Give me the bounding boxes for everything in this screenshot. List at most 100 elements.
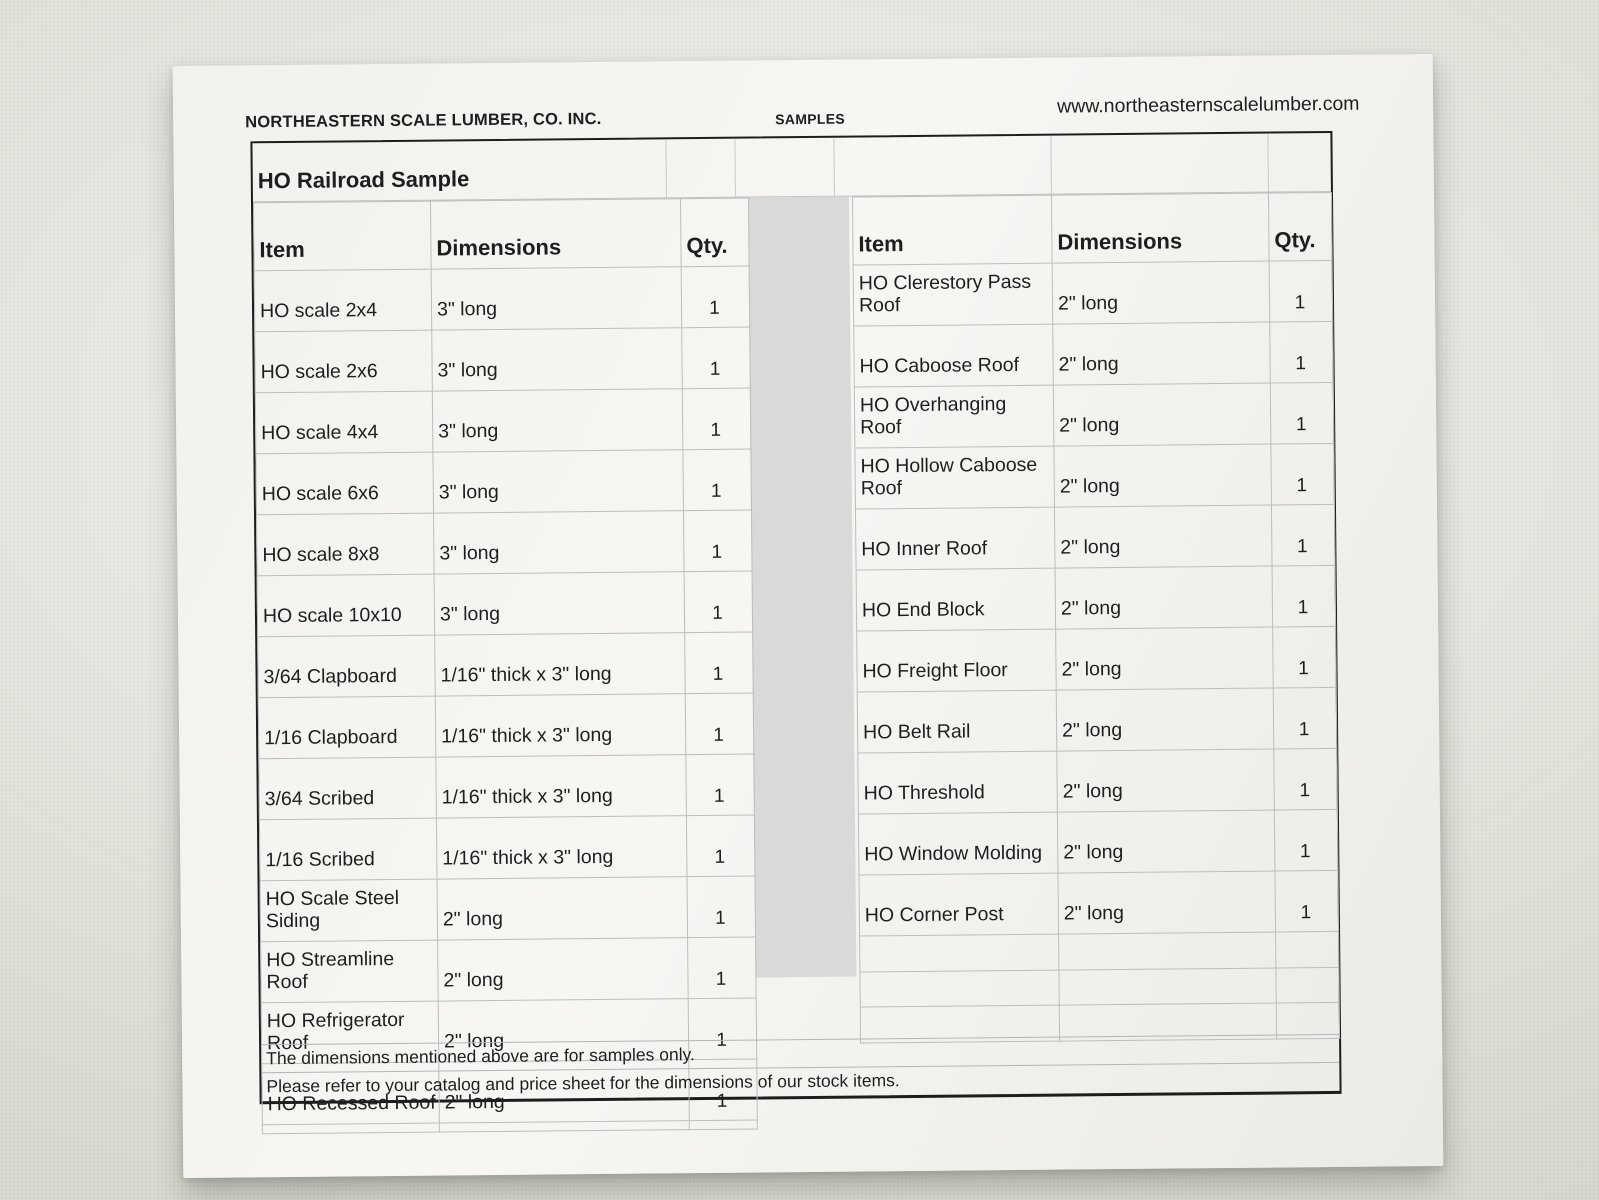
qty-cell: 1 [682, 388, 751, 450]
table-row: HO Hollow Caboose Roof 2" long 1 [854, 443, 1335, 510]
item-cell: HO Hollow Caboose Roof [854, 446, 1055, 510]
dimensions-cell: 2" long [437, 937, 689, 1002]
qty-cell: 1 [681, 266, 750, 328]
dimensions-cell: 1/16" thick x 3" long [435, 693, 686, 758]
qty-cell: 1 [1271, 504, 1336, 567]
qty-cell: 1 [683, 510, 753, 572]
item-cell: HO scale 6x6 [255, 452, 434, 515]
table-row: HO scale 10x10 3" long 1 [257, 571, 753, 637]
item-cell: HO Threshold [857, 751, 1058, 815]
dimensions-cell: 2" long [1052, 261, 1270, 325]
column-header-item: Item [253, 201, 432, 271]
qty-cell: 1 [684, 571, 753, 633]
qty-cell: 1 [1272, 626, 1337, 689]
qty-cell: 1 [1270, 382, 1334, 445]
header-row: Item Dimensions Qty. [253, 198, 750, 271]
item-cell: HO Overhanging Roof [854, 385, 1054, 449]
item-cell: HO Caboose Roof [853, 324, 1054, 388]
dimensions-cell: 2" long [1056, 749, 1275, 813]
qty-cell: 1 [681, 327, 751, 389]
item-cell: 1/16 Scribed [259, 818, 438, 881]
item-cell: HO Freight Floor [856, 629, 1057, 693]
item-cell: HO Corner Post [858, 873, 1059, 937]
samples-label: SAMPLES [775, 110, 846, 128]
item-cell: HO Inner Roof [855, 507, 1056, 571]
dimensions-cell: 3" long [431, 327, 683, 392]
table-row: HO scale 2x4 3" long 1 [254, 266, 750, 332]
table-row: HO Caboose Roof 2" long 1 [853, 321, 1334, 388]
left-sample-table: Item Dimensions Qty. HO scale 2x4 3" long… [253, 198, 758, 1135]
dimensions-cell: 2" long [1052, 322, 1271, 386]
qty-cell [1275, 931, 1339, 968]
table-row: HO Inner Roof 2" long 1 [855, 504, 1336, 571]
item-cell: 3/64 Scribed [258, 757, 437, 820]
dimensions-cell: 3" long [434, 571, 685, 636]
qty-cell: 1 [682, 449, 752, 511]
qty-cell: 1 [1272, 565, 1336, 628]
item-cell: HO scale 2x4 [254, 269, 432, 332]
dimensions-cell: 2" long [1057, 871, 1276, 935]
column-header-item: Item [852, 195, 1053, 266]
gridline [833, 137, 835, 196]
item-cell [859, 934, 1059, 972]
company-name: NORTHEASTERN SCALE LUMBER, CO. INC. [245, 109, 602, 132]
empty-row [859, 931, 1339, 972]
table-row: HO scale 8x8 3" long 1 [256, 510, 753, 576]
table-row: HO Streamline Roof 2" long 1 [260, 937, 757, 1003]
qty-cell: 1 [1269, 321, 1334, 384]
qty-cell: 1 [1274, 870, 1339, 933]
column-header-dimensions: Dimensions [430, 198, 682, 270]
item-cell: HO scale 2x6 [254, 330, 433, 393]
qty-cell: 1 [1269, 260, 1333, 323]
footer-notes: The dimensions mentioned above are for s… [261, 1033, 1340, 1102]
table-row: 3/64 Clapboard 1/16" thick x 3" long 1 [257, 632, 754, 698]
gridline [734, 138, 736, 197]
item-cell: HO Belt Rail [857, 690, 1057, 754]
qty-cell: 1 [687, 937, 757, 999]
item-cell: HO Streamline Roof [260, 940, 439, 1003]
table-row: HO Belt Rail 2" long 1 [857, 687, 1337, 754]
dimensions-cell: 2" long [1054, 505, 1273, 569]
table-row: 1/16 Scribed 1/16" thick x 3" long 1 [259, 815, 755, 881]
item-cell: 3/64 Clapboard [257, 635, 436, 698]
table-row: HO Overhanging Roof 2" long 1 [854, 382, 1334, 449]
qty-cell [689, 1120, 758, 1130]
qty-cell: 1 [1273, 687, 1337, 750]
item-cell: HO Scale Steel Siding [260, 879, 438, 942]
qty-cell: 1 [685, 754, 755, 816]
item-cell [859, 969, 1060, 1008]
dimensions-cell: 3" long [432, 449, 684, 514]
gridline [665, 139, 667, 198]
table-row: HO scale 4x4 3" long 1 [255, 388, 751, 454]
right-sample-table: Item Dimensions Qty. HO Clerestory Pass … [852, 192, 1340, 1044]
column-header-dimensions: Dimensions [1051, 193, 1270, 264]
dimensions-cell: 2" long [1055, 627, 1274, 691]
dimensions-cell: 3" long [431, 266, 682, 331]
dimensions-cell: 2" long [1057, 810, 1275, 874]
dimensions-cell: 2" long [1053, 444, 1272, 508]
table-row: HO Threshold 2" long 1 [857, 748, 1338, 815]
separator-column [747, 196, 857, 978]
title-row: HO Railroad Sample [252, 132, 1331, 203]
table-row: HO End Block 2" long 1 [856, 565, 1336, 632]
qty-cell [1275, 967, 1340, 1004]
website-url: www.northeasternscalelumber.com [1057, 92, 1360, 118]
dimensions-cell: 3" long [432, 388, 683, 453]
paper-sheet: NORTHEASTERN SCALE LUMBER, CO. INC. SAMP… [172, 53, 1444, 1179]
table-row: HO Clerestory Pass Roof 2" long 1 [853, 260, 1333, 327]
dimensions-cell: 1/16" thick x 3" long [434, 632, 686, 697]
dimensions-cell: 2" long [1053, 383, 1271, 447]
dimensions-cell: 3" long [433, 510, 685, 575]
qty-cell: 1 [1274, 809, 1338, 872]
table-row: HO scale 6x6 3" long 1 [255, 449, 752, 515]
qty-cell: 1 [1273, 748, 1338, 811]
header-row: Item Dimensions Qty. [852, 192, 1333, 266]
dimensions-cell [439, 1120, 690, 1133]
dimensions-cell: 2" long [1055, 566, 1273, 630]
table-frame: HO Railroad Sample Item Dimensions Qty. [250, 130, 1342, 1134]
dimensions-cell: 1/16" thick x 3" long [435, 754, 687, 819]
qty-cell: 1 [686, 876, 756, 938]
gridline [1050, 135, 1052, 194]
table-row: HO Corner Post 2" long 1 [858, 870, 1339, 937]
